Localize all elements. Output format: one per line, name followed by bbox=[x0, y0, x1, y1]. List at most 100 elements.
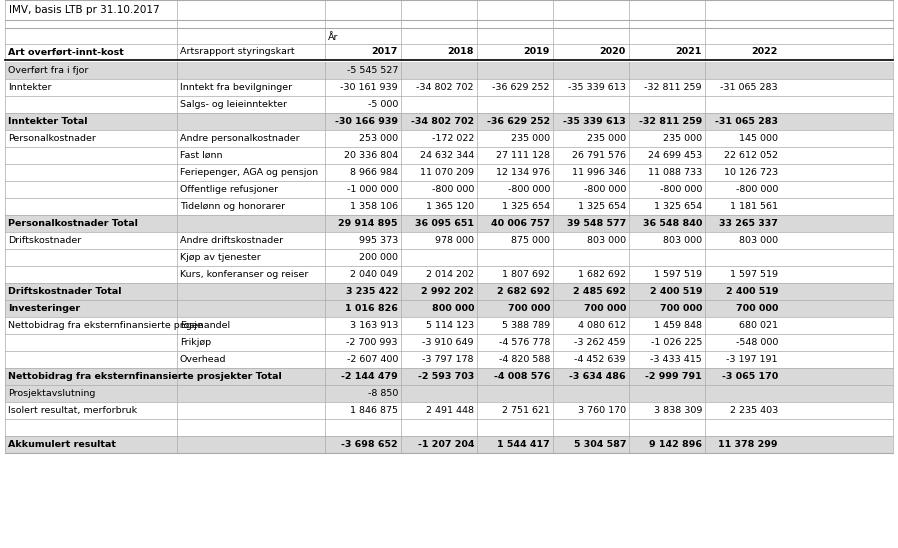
Text: 36 095 651: 36 095 651 bbox=[415, 219, 474, 228]
Text: 1 181 561: 1 181 561 bbox=[730, 202, 778, 211]
Text: 2019: 2019 bbox=[524, 48, 550, 56]
Text: 1 016 826: 1 016 826 bbox=[345, 304, 398, 313]
Text: Egenandel: Egenandel bbox=[180, 321, 230, 330]
Bar bbox=[5, 79, 893, 96]
Text: -3 433 415: -3 433 415 bbox=[650, 355, 702, 364]
Text: 26 791 576: 26 791 576 bbox=[572, 151, 626, 160]
Text: 12 134 976: 12 134 976 bbox=[496, 168, 550, 177]
Text: 3 760 170: 3 760 170 bbox=[578, 406, 626, 415]
Text: 11 996 346: 11 996 346 bbox=[572, 168, 626, 177]
Text: -31 065 283: -31 065 283 bbox=[715, 117, 778, 126]
Text: 2 992 202: 2 992 202 bbox=[421, 287, 474, 296]
Text: -35 339 613: -35 339 613 bbox=[563, 117, 626, 126]
Text: 2 400 519: 2 400 519 bbox=[726, 287, 778, 296]
Bar bbox=[5, 164, 893, 181]
Text: År: År bbox=[328, 32, 339, 42]
Text: -31 065 283: -31 065 283 bbox=[720, 83, 778, 92]
Bar bbox=[5, 368, 893, 385]
Bar bbox=[5, 130, 893, 147]
Text: 803 000: 803 000 bbox=[663, 236, 702, 245]
Text: 2020: 2020 bbox=[600, 48, 626, 56]
Text: -34 802 702: -34 802 702 bbox=[417, 83, 474, 92]
Text: 8 966 984: 8 966 984 bbox=[350, 168, 398, 177]
Text: 2 235 403: 2 235 403 bbox=[730, 406, 778, 415]
Text: 1 325 654: 1 325 654 bbox=[578, 202, 626, 211]
Text: 253 000: 253 000 bbox=[359, 134, 398, 143]
Text: Frikjøp: Frikjøp bbox=[180, 338, 211, 347]
Text: 2 040 049: 2 040 049 bbox=[350, 270, 398, 279]
Text: 800 000: 800 000 bbox=[432, 304, 474, 313]
Text: Andre driftskostnader: Andre driftskostnader bbox=[180, 236, 283, 245]
Text: 1 325 654: 1 325 654 bbox=[502, 202, 550, 211]
Text: 4 080 612: 4 080 612 bbox=[578, 321, 626, 330]
Text: 36 548 840: 36 548 840 bbox=[643, 219, 702, 228]
Bar bbox=[5, 300, 893, 317]
Text: -800 000: -800 000 bbox=[660, 185, 702, 194]
Bar bbox=[5, 96, 893, 113]
Text: 5 304 587: 5 304 587 bbox=[574, 440, 626, 449]
Text: 40 006 757: 40 006 757 bbox=[491, 219, 550, 228]
Text: -800 000: -800 000 bbox=[507, 185, 550, 194]
Text: 2 485 692: 2 485 692 bbox=[573, 287, 626, 296]
Text: Personalkostnader: Personalkostnader bbox=[8, 134, 96, 143]
Text: -32 811 259: -32 811 259 bbox=[645, 83, 702, 92]
Text: -2 999 791: -2 999 791 bbox=[646, 372, 702, 381]
Text: -3 197 191: -3 197 191 bbox=[726, 355, 778, 364]
Text: -3 910 649: -3 910 649 bbox=[422, 338, 474, 347]
Text: -548 000: -548 000 bbox=[735, 338, 778, 347]
Text: 3 838 309: 3 838 309 bbox=[654, 406, 702, 415]
Bar bbox=[5, 181, 893, 198]
Text: -34 802 702: -34 802 702 bbox=[411, 117, 474, 126]
Bar bbox=[5, 334, 893, 351]
Text: 2022: 2022 bbox=[752, 48, 778, 56]
Text: Offentlige refusjoner: Offentlige refusjoner bbox=[180, 185, 278, 194]
Text: 700 000: 700 000 bbox=[735, 304, 778, 313]
Bar bbox=[5, 215, 893, 232]
Text: Overhead: Overhead bbox=[180, 355, 226, 364]
Text: 2017: 2017 bbox=[372, 48, 398, 56]
Text: 995 373: 995 373 bbox=[358, 236, 398, 245]
Text: 24 699 453: 24 699 453 bbox=[647, 151, 702, 160]
Bar bbox=[5, 62, 893, 79]
Text: -3 698 652: -3 698 652 bbox=[341, 440, 398, 449]
Text: 10 126 723: 10 126 723 bbox=[724, 168, 778, 177]
Bar bbox=[5, 385, 893, 402]
Text: 235 000: 235 000 bbox=[587, 134, 626, 143]
Text: 700 000: 700 000 bbox=[584, 304, 626, 313]
Text: 1 459 848: 1 459 848 bbox=[654, 321, 702, 330]
Text: -30 161 939: -30 161 939 bbox=[340, 83, 398, 92]
Text: -8 850: -8 850 bbox=[367, 389, 398, 398]
Text: Akkumulert resultat: Akkumulert resultat bbox=[8, 440, 116, 449]
Text: 11 070 209: 11 070 209 bbox=[420, 168, 474, 177]
Text: -36 629 252: -36 629 252 bbox=[492, 83, 550, 92]
Text: Investeringer: Investeringer bbox=[8, 304, 80, 313]
Text: -800 000: -800 000 bbox=[432, 185, 474, 194]
Text: 1 597 519: 1 597 519 bbox=[730, 270, 778, 279]
Text: -30 166 939: -30 166 939 bbox=[335, 117, 398, 126]
Text: -2 607 400: -2 607 400 bbox=[347, 355, 398, 364]
Bar bbox=[5, 147, 893, 164]
Text: Driftskostnader Total: Driftskostnader Total bbox=[8, 287, 121, 296]
Bar bbox=[5, 351, 893, 368]
Text: -2 593 703: -2 593 703 bbox=[418, 372, 474, 381]
Text: -4 008 576: -4 008 576 bbox=[494, 372, 550, 381]
Text: Tidelønn og honorarer: Tidelønn og honorarer bbox=[180, 202, 286, 211]
Text: 1 807 692: 1 807 692 bbox=[502, 270, 550, 279]
Text: 1 544 417: 1 544 417 bbox=[497, 440, 550, 449]
Text: -2 144 479: -2 144 479 bbox=[341, 372, 398, 381]
Text: 200 000: 200 000 bbox=[359, 253, 398, 262]
Text: Kjøp av tjenester: Kjøp av tjenester bbox=[180, 253, 260, 262]
Text: 1 846 875: 1 846 875 bbox=[350, 406, 398, 415]
Bar bbox=[5, 20, 893, 28]
Text: Driftskostnader: Driftskostnader bbox=[8, 236, 81, 245]
Text: 700 000: 700 000 bbox=[660, 304, 702, 313]
Text: -3 065 170: -3 065 170 bbox=[722, 372, 778, 381]
Text: Overført fra i fjor: Overført fra i fjor bbox=[8, 66, 88, 75]
Text: -1 026 225: -1 026 225 bbox=[651, 338, 702, 347]
Text: 5 388 789: 5 388 789 bbox=[502, 321, 550, 330]
Text: Art overført-innt-kost: Art overført-innt-kost bbox=[8, 48, 124, 56]
Text: Feriepenger, AGA og pensjon: Feriepenger, AGA og pensjon bbox=[180, 168, 318, 177]
Text: 145 000: 145 000 bbox=[739, 134, 778, 143]
Text: Isolert resultat, merforbruk: Isolert resultat, merforbruk bbox=[8, 406, 137, 415]
Bar bbox=[5, 436, 893, 453]
